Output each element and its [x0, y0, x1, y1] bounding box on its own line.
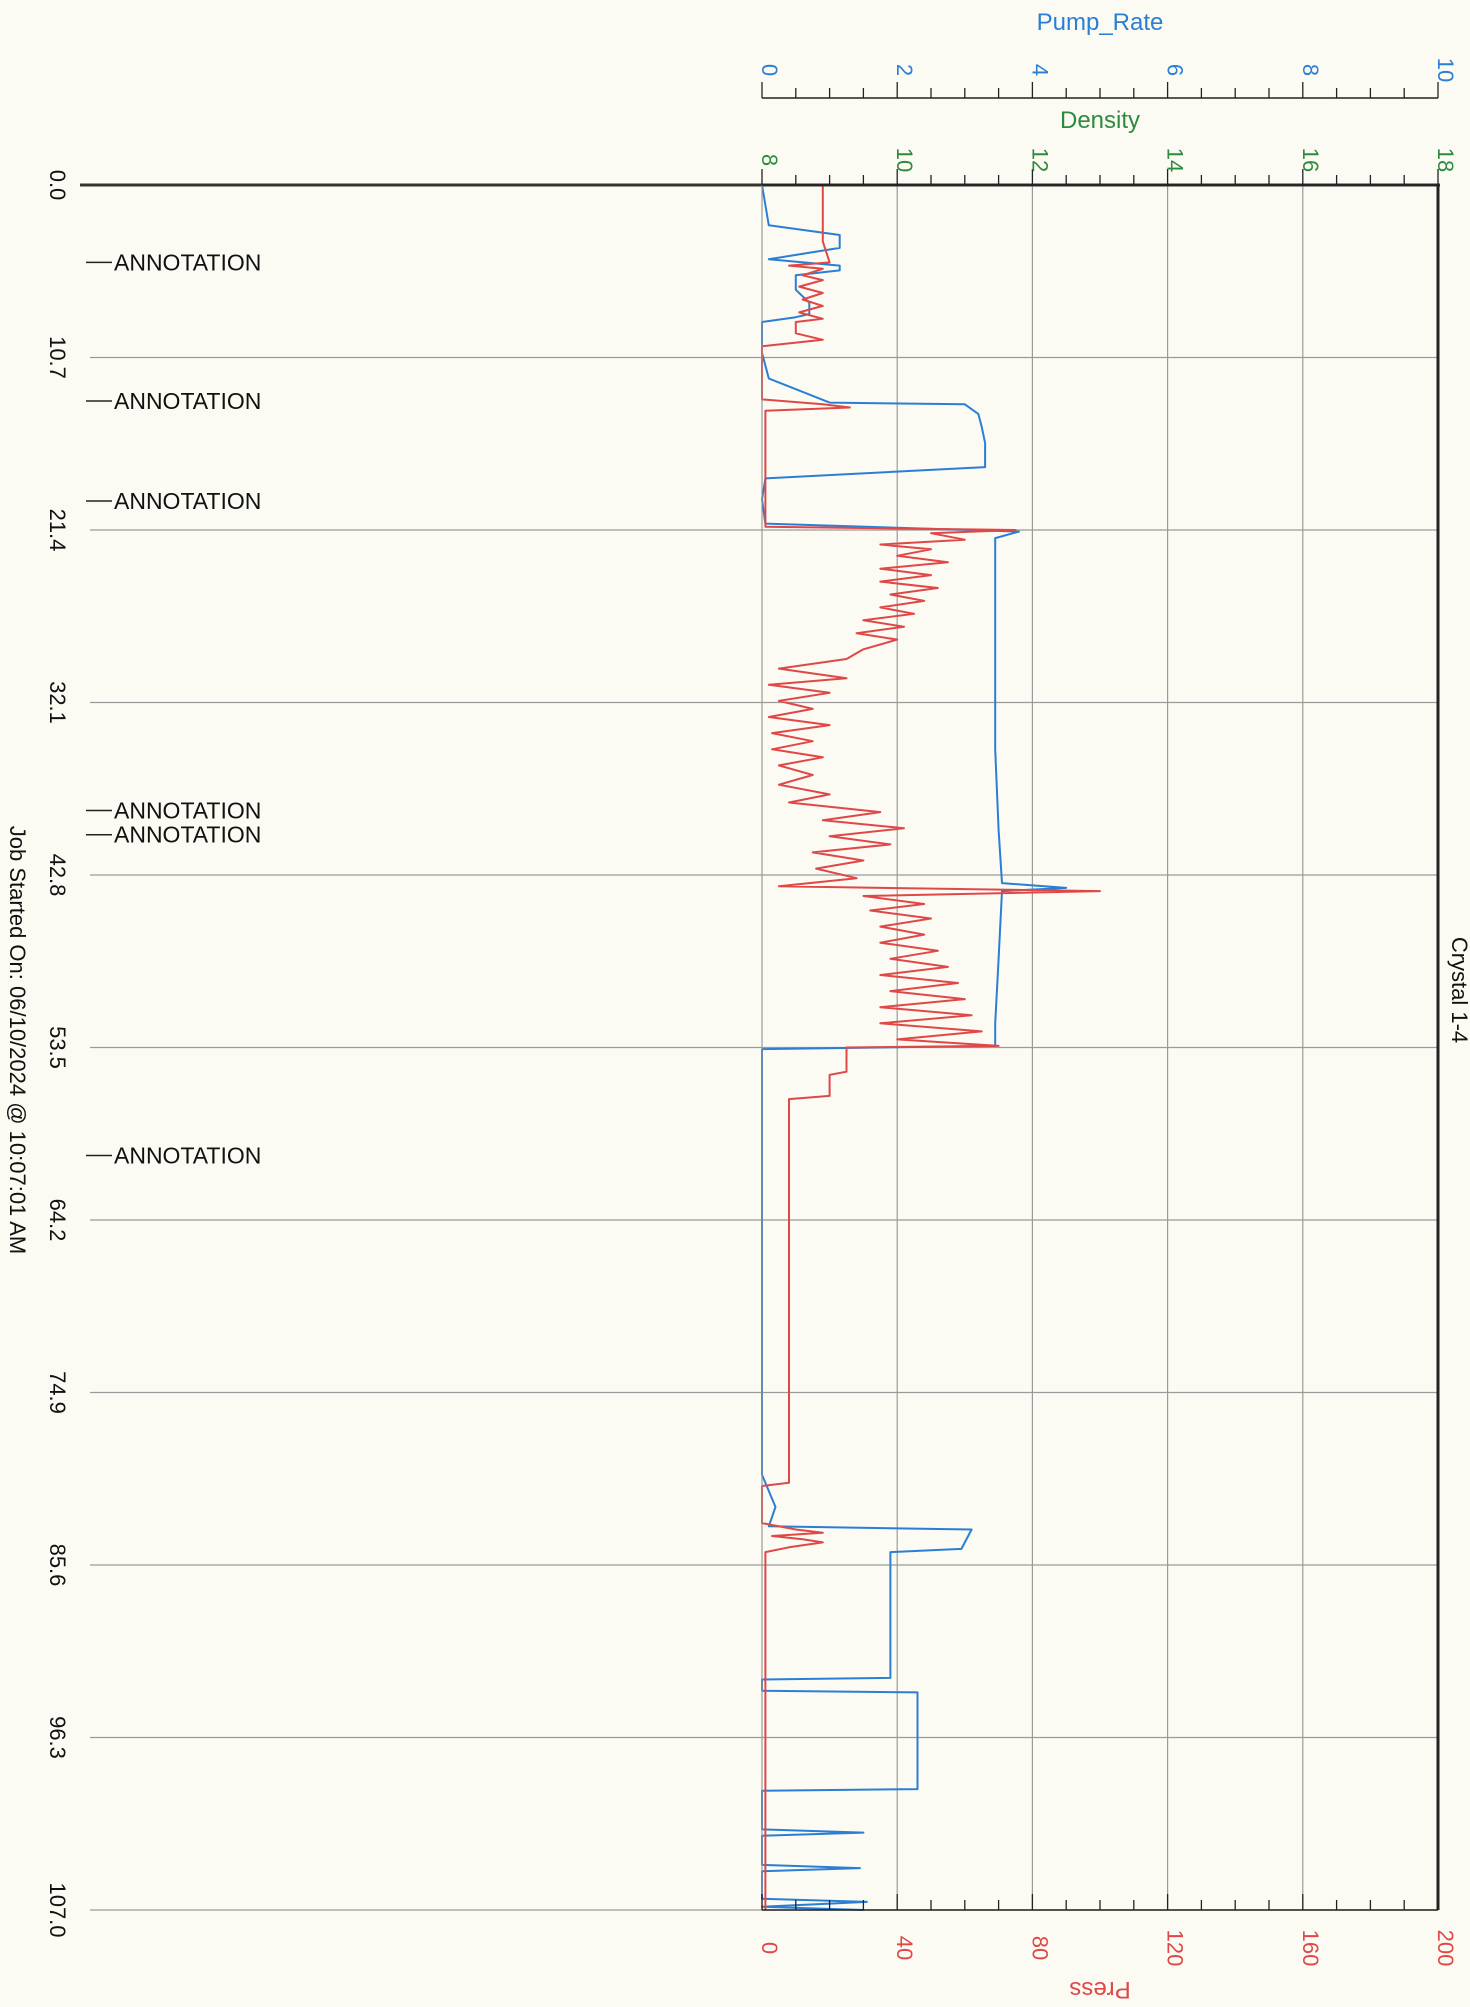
time-tick-label: 42.8 — [45, 854, 70, 897]
time-tick-label: 10.7 — [45, 336, 70, 379]
annotation-label: ANNOTATION — [114, 388, 261, 414]
time-tick-label: 107.0 — [45, 1882, 70, 1937]
time-tick-label: 85.6 — [45, 1544, 70, 1587]
time-tick-label: 74.9 — [45, 1371, 70, 1414]
press-tick-label: 120 — [1163, 1930, 1188, 1967]
time-tick-label: 53.5 — [45, 1026, 70, 1069]
pump_rate-tick-label: 0 — [757, 64, 782, 76]
annotation-label: ANNOTATION — [114, 249, 261, 275]
pump_rate-tick-label: 6 — [1163, 64, 1188, 76]
density-tick-label: 12 — [1027, 148, 1052, 172]
annotation-label: ANNOTATION — [114, 488, 261, 514]
grid-layer — [90, 184, 1439, 1911]
pump_rate-tick-label: 2 — [892, 64, 917, 76]
density-tick-label: 18 — [1433, 148, 1458, 172]
density-tick-label: 16 — [1298, 148, 1323, 172]
density-tick-label: 10 — [892, 148, 917, 172]
press-tick-label: 200 — [1433, 1930, 1458, 1967]
press-axis-title: Press — [1069, 1976, 1130, 2003]
pump_rate-tick-label: 10 — [1433, 58, 1458, 82]
annotation-label: ANNOTATION — [114, 822, 261, 848]
press-tick-label: 40 — [892, 1936, 917, 1960]
density-axis-title: Density — [1060, 107, 1140, 134]
annotation-label: ANNOTATION — [114, 798, 261, 824]
pump_rate-tick-label: 8 — [1298, 64, 1323, 76]
density-tick-label: 14 — [1163, 148, 1188, 172]
well-label: Crystal 1-4 — [1447, 937, 1470, 1043]
annotation-label: ANNOTATION — [114, 1143, 261, 1169]
pump-rate-axis-title: Pump_Rate — [1037, 9, 1164, 36]
press-tick-label: 0 — [757, 1942, 782, 1954]
annotation-layer: ANNOTATIONANNOTATIONANNOTATIONANNOTATION… — [86, 249, 261, 1169]
time-tick-label: 0.0 — [45, 170, 70, 201]
axis-layer: 0.0 10.7 21.4 32.1 42.8 53.5 64.2 74.9 85.6 96.3 1… — [45, 58, 1458, 1967]
time-tick-label: 32.1 — [45, 681, 70, 724]
press-tick-label: 80 — [1027, 1936, 1052, 1960]
time-tick-label: 96.3 — [45, 1716, 70, 1759]
pump_rate-tick-label: 4 — [1027, 64, 1052, 76]
job-started-label: Job Started On: 06/10/2024 @ 10:07:01 AM — [5, 826, 30, 1254]
density-tick-label: 8 — [757, 154, 782, 166]
press-tick-label: 160 — [1298, 1930, 1323, 1967]
time-tick-label: 64.2 — [45, 1199, 70, 1242]
time-tick-label: 21.4 — [45, 509, 70, 552]
